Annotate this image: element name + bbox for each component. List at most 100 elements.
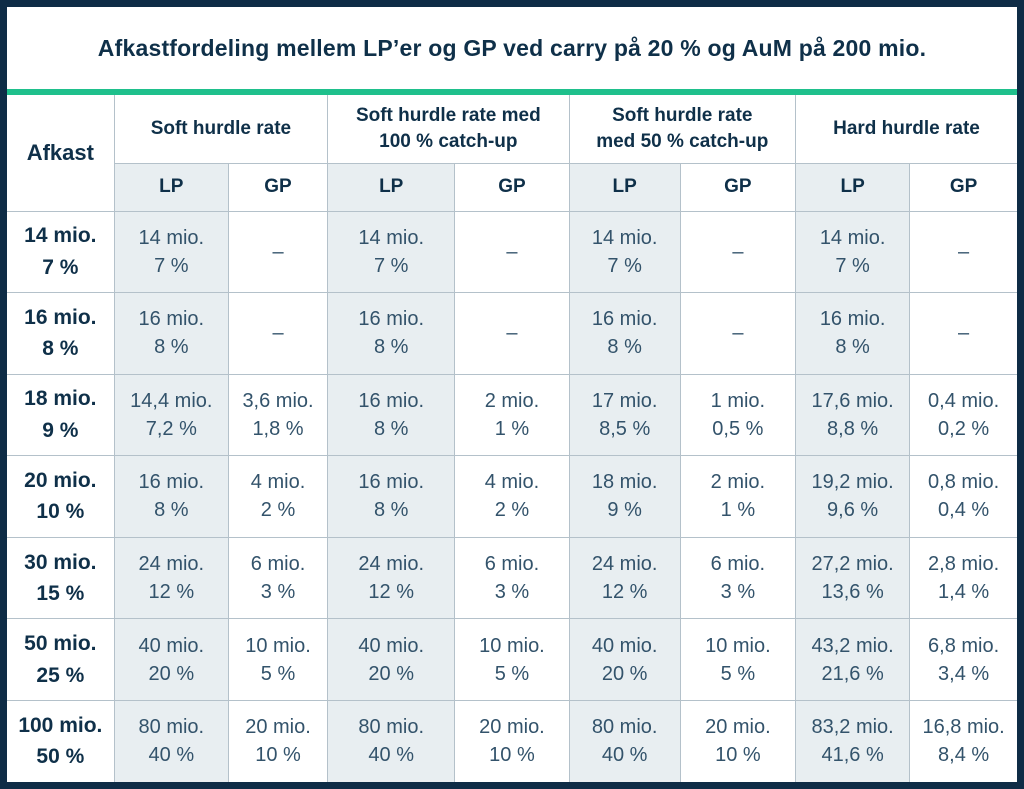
- data-cell-gp: 10 mio. 5 %: [454, 618, 570, 701]
- table-row: 18 mio. 9 % 14,4 mio. 7,2 % 3,6 mio. 1,8 %…: [7, 373, 1017, 457]
- data-cell-gp: 6,8 mio. 3,4 %: [909, 618, 1017, 701]
- data-cell-lp: 40 mio. 20 %: [327, 618, 456, 701]
- data-cell-gp: 10 mio. 5 %: [227, 618, 329, 701]
- data-cell-gp: –: [227, 292, 329, 375]
- data-cell-gp: 20 mio. 10 %: [227, 699, 329, 782]
- data-cell-gp: –: [454, 292, 570, 375]
- group-label-line: Soft hurdle rate: [612, 105, 753, 127]
- column-header-afkast: Afkast: [7, 95, 115, 212]
- data-cell-lp: 16 mio. 8 %: [113, 292, 229, 375]
- row-header-afkast: 14 mio. 7 %: [7, 210, 115, 294]
- column-header-lp: LP: [114, 162, 229, 212]
- row-header-percent: 7 %: [42, 255, 79, 279]
- group-label-line: med 50 % catch-up: [596, 130, 769, 152]
- table-body: 14 mio. 7 % 14 mio. 7 % – 14 mio. 7 % – 14…: [7, 210, 1017, 782]
- data-cell-gp: 6 mio. 3 %: [454, 536, 570, 620]
- group-label-line: Soft hurdle rate: [150, 117, 292, 139]
- row-header-percent: 15 %: [36, 582, 85, 606]
- group-header-row: Afkast Soft hurdle rate Soft hurdle rate…: [7, 95, 1017, 212]
- data-cell-lp: 19,2 mio. 9,6 %: [794, 455, 911, 538]
- distribution-table: Afkast Soft hurdle rate Soft hurdle rate…: [7, 95, 1017, 782]
- data-cell-gp: 4 mio. 2 %: [454, 455, 570, 538]
- row-header-afkast: 16 mio. 8 %: [7, 292, 115, 375]
- data-cell-lp: 83,2 mio. 41,6 %: [794, 699, 911, 782]
- data-cell-lp: 17,6 mio. 8,8 %: [794, 373, 911, 457]
- data-cell-gp: –: [909, 292, 1017, 375]
- row-header-afkast: 100 mio. 50 %: [7, 699, 115, 782]
- column-header-gp: GP: [227, 162, 329, 212]
- data-cell-gp: –: [679, 210, 797, 294]
- data-cell-gp: –: [454, 210, 570, 294]
- table-row: 20 mio. 10 % 16 mio. 8 % 4 mio. 2 % 16 mio…: [7, 455, 1017, 538]
- table-header: Afkast Soft hurdle rate Soft hurdle rate…: [7, 95, 1017, 212]
- column-group-soft-hurdle-100-catchup: Soft hurdle rate med 100 % catch-up: [327, 95, 570, 164]
- title-bar: Afkastfordeling mellem LP’er og GP ved c…: [7, 7, 1017, 89]
- row-header-percent: 10 %: [36, 500, 85, 524]
- column-group-hard-hurdle: Hard hurdle rate: [795, 95, 1017, 164]
- data-cell-gp: 20 mio. 10 %: [454, 699, 570, 782]
- column-header-lp: LP: [568, 162, 681, 212]
- accent-divider: [7, 89, 1017, 95]
- table-row: 50 mio. 25 % 40 mio. 20 % 10 mio. 5 % 40 m…: [7, 618, 1017, 701]
- row-header-percent: 50 %: [36, 745, 85, 769]
- row-header-afkast: 50 mio. 25 %: [7, 618, 115, 701]
- data-cell-lp: 14 mio. 7 %: [794, 210, 911, 294]
- data-cell-lp: 80 mio. 40 %: [327, 699, 456, 782]
- column-header-gp: GP: [679, 162, 797, 212]
- data-cell-gp: 0,8 mio. 0,4 %: [909, 455, 1017, 538]
- column-group-soft-hurdle: Soft hurdle rate: [113, 95, 329, 164]
- data-cell-lp: 16 mio. 8 %: [327, 373, 456, 457]
- data-cell-gp: 10 mio. 5 %: [679, 618, 797, 701]
- data-cell-lp: 16 mio. 8 %: [327, 455, 456, 538]
- table-row: 30 mio. 15 % 24 mio. 12 % 6 mio. 3 % 24 mi…: [7, 536, 1017, 620]
- data-cell-lp: 24 mio. 12 %: [568, 536, 681, 620]
- table-row: 14 mio. 7 % 14 mio. 7 % – 14 mio. 7 % – 14…: [7, 210, 1017, 294]
- group-label-line: Hard hurdle rate: [833, 117, 980, 139]
- column-group-soft-hurdle-50-catchup: Soft hurdle rate med 50 % catch-up: [568, 95, 797, 164]
- data-cell-gp: –: [679, 292, 797, 375]
- column-header-gp: GP: [454, 162, 570, 212]
- page-title: Afkastfordeling mellem LP’er og GP ved c…: [97, 34, 927, 61]
- data-cell-lp: 80 mio. 40 %: [568, 699, 681, 782]
- data-cell-gp: 0,4 mio. 0,2 %: [909, 373, 1017, 457]
- data-cell-lp: 16 mio. 8 %: [327, 292, 456, 375]
- group-label-line: 100 % catch-up: [379, 130, 518, 152]
- data-cell-gp: 6 mio. 3 %: [227, 536, 329, 620]
- group-label-line: Soft hurdle rate med: [355, 105, 541, 127]
- data-cell-gp: 6 mio. 3 %: [679, 536, 797, 620]
- data-cell-lp: 18 mio. 9 %: [568, 455, 681, 538]
- sub-header-row: LP GP LP GP LP GP LP GP: [7, 162, 1017, 212]
- data-cell-gp: 2 mio. 1 %: [454, 373, 570, 457]
- row-header-amount: 30 mio.: [24, 550, 97, 574]
- data-cell-gp: 2,8 mio. 1,4 %: [909, 536, 1017, 620]
- row-header-afkast: 30 mio. 15 %: [7, 536, 115, 620]
- data-cell-gp: 4 mio. 2 %: [227, 455, 329, 538]
- row-header-afkast: 18 mio. 9 %: [7, 373, 115, 457]
- data-cell-gp: 1 mio. 0,5 %: [679, 373, 797, 457]
- row-header-amount: 18 mio.: [24, 387, 97, 411]
- data-cell-lp: 40 mio. 20 %: [113, 618, 229, 701]
- data-cell-gp: 3,6 mio. 1,8 %: [227, 373, 329, 457]
- data-cell-lp: 17 mio. 8,5 %: [568, 373, 681, 457]
- data-cell-gp: –: [227, 210, 329, 294]
- column-header-lp: LP: [327, 162, 456, 212]
- row-header-percent: 9 %: [42, 418, 79, 442]
- data-cell-lp: 16 mio. 8 %: [794, 292, 911, 375]
- data-cell-gp: 20 mio. 10 %: [679, 699, 797, 782]
- row-header-afkast: 20 mio. 10 %: [7, 455, 115, 538]
- table-row: 100 mio. 50 % 80 mio. 40 % 20 mio. 10 % 80…: [7, 699, 1017, 782]
- data-cell-lp: 16 mio. 8 %: [568, 292, 681, 375]
- data-cell-lp: 43,2 mio. 21,6 %: [794, 618, 911, 701]
- row-header-percent: 25 %: [36, 663, 85, 687]
- data-cell-gp: 16,8 mio. 8,4 %: [909, 699, 1017, 782]
- row-header-amount: 50 mio.: [24, 632, 97, 656]
- data-cell-lp: 24 mio. 12 %: [113, 536, 229, 620]
- data-cell-lp: 14 mio. 7 %: [327, 210, 456, 294]
- row-header-amount: 100 mio.: [18, 713, 103, 737]
- row-header-amount: 20 mio.: [24, 468, 97, 492]
- row-header-amount: 16 mio.: [24, 305, 97, 329]
- data-cell-lp: 80 mio. 40 %: [113, 699, 229, 782]
- row-header-amount: 14 mio.: [24, 224, 97, 248]
- data-cell-lp: 27,2 mio. 13,6 %: [794, 536, 911, 620]
